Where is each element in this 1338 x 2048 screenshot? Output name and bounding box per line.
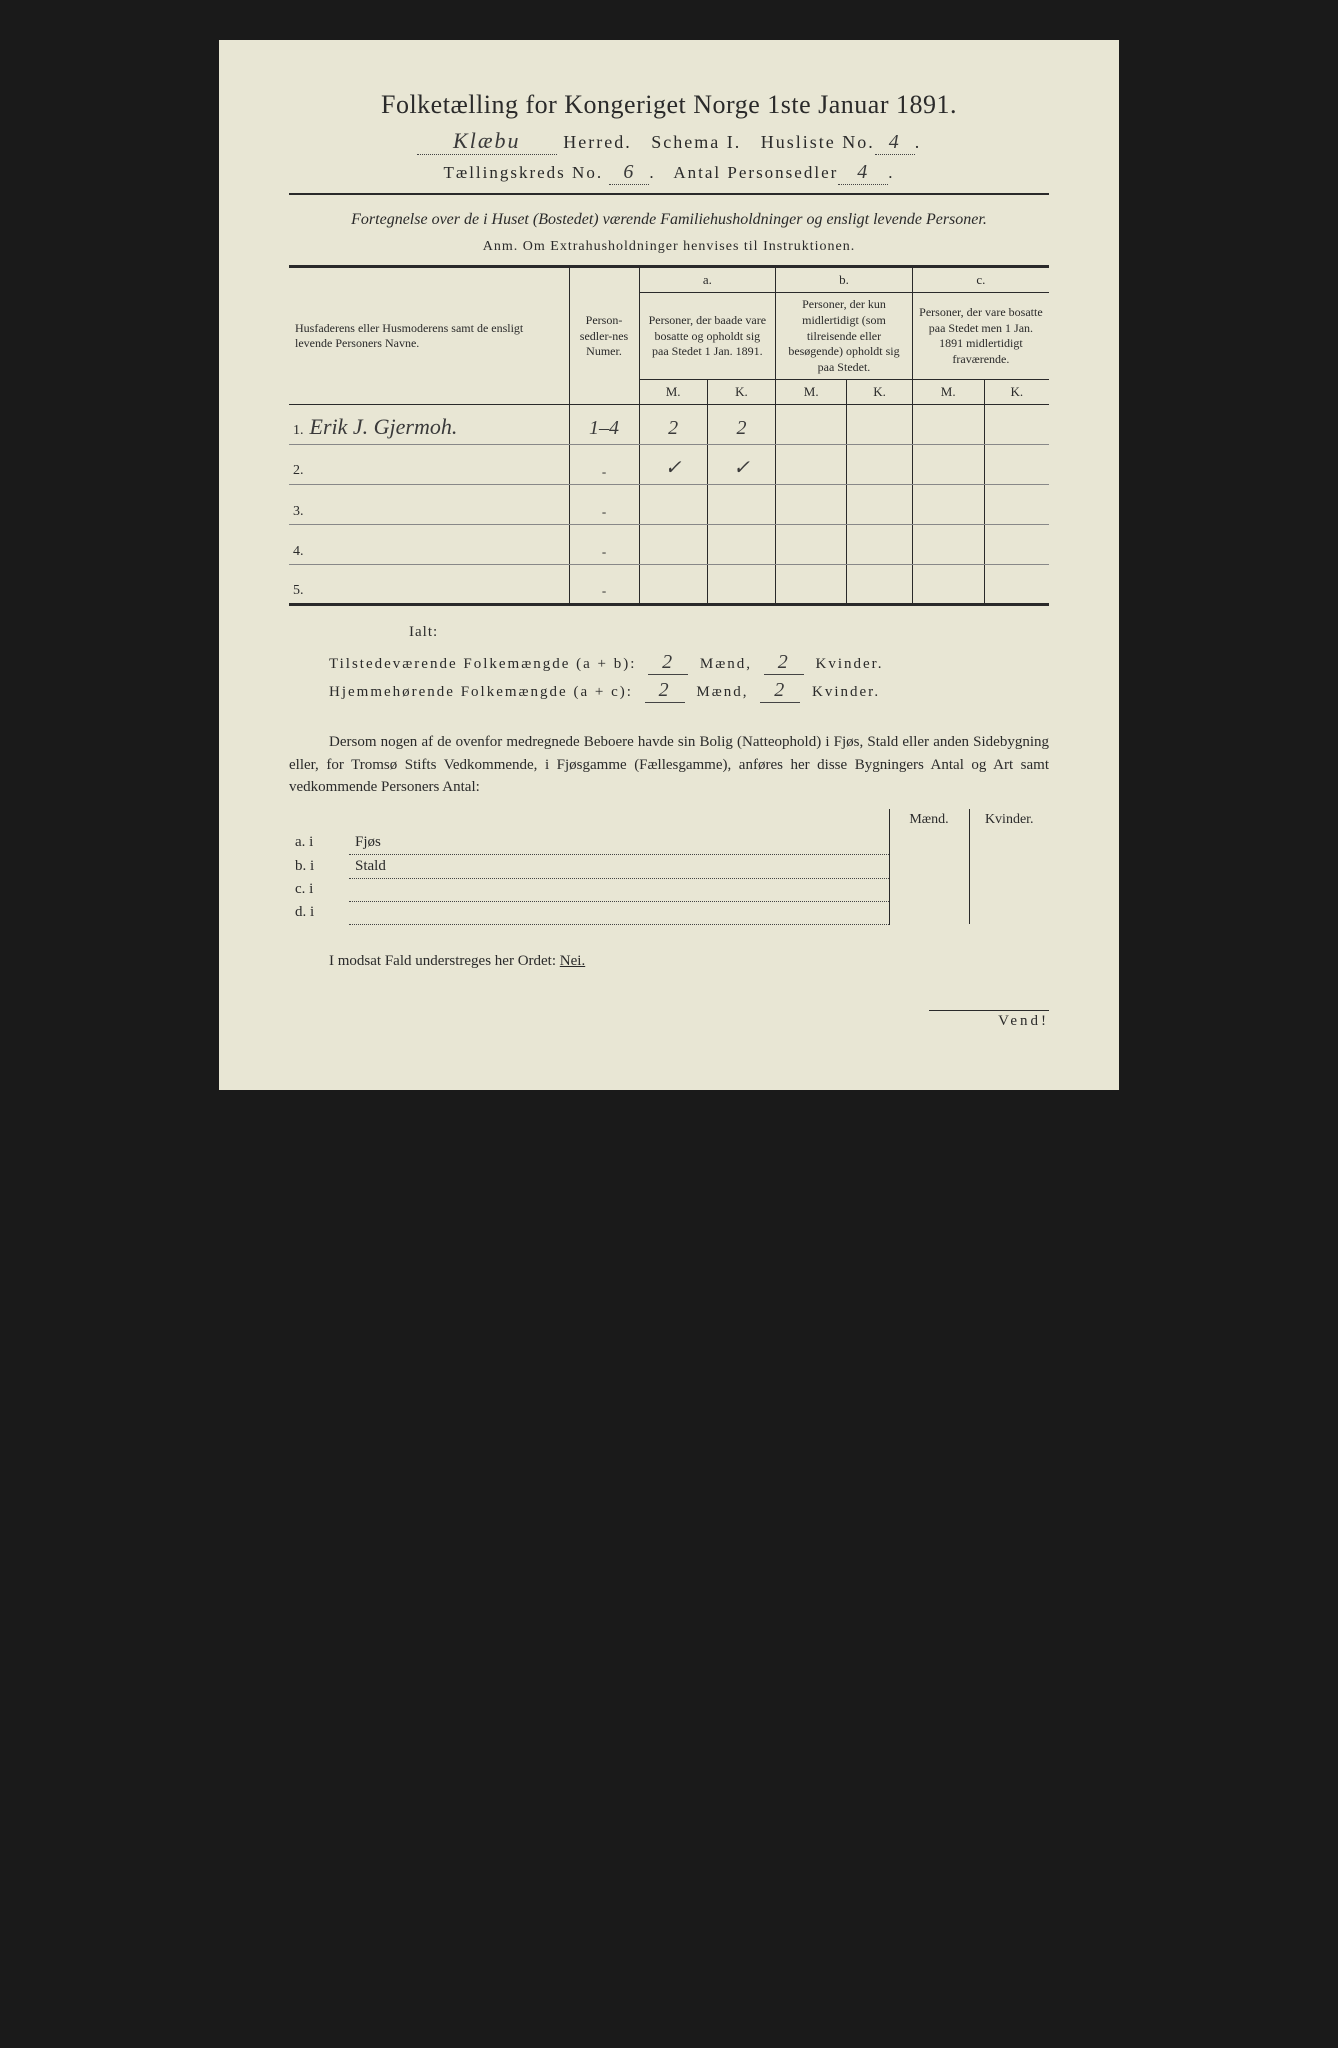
totals-resident: Hjemmehørende Folkemængde (a + c): 2 Mæn… <box>289 679 1049 703</box>
antal-no: 4 <box>857 161 869 183</box>
abcd-row: b. i Stald <box>289 854 1049 878</box>
census-form-page: Folketælling for Kongeriget Norge 1ste J… <box>219 40 1119 1090</box>
abcd-row: c. i <box>289 878 1049 901</box>
husliste-label: Husliste No. <box>761 132 875 152</box>
nei-line: I modsat Fald understreges her Ordet: Ne… <box>289 953 1049 970</box>
schema-label: Schema I. <box>651 132 741 152</box>
subtitle: Fortegnelse over de i Huset (Bostedet) v… <box>289 209 1049 231</box>
page-title: Folketælling for Kongeriget Norge 1ste J… <box>289 90 1049 120</box>
ialt-label: Ialt: <box>409 624 1049 641</box>
table-row: 4. - <box>289 525 1049 565</box>
mk-m: M. <box>776 380 847 405</box>
herred-label: Herred. <box>563 132 631 152</box>
abcd-row: a. i Fjøs <box>289 831 1049 855</box>
tot1-m: 2 <box>648 651 688 675</box>
building-table: Mænd. Kvinder. a. i Fjøs b. i Stald c. i… <box>289 809 1049 925</box>
antal-label: Antal Personsedler <box>673 163 838 182</box>
main-table: Husfaderens eller Husmoderens samt de en… <box>289 265 1049 606</box>
header-line-3: Tællingskreds No. 6. Antal Personsedler4… <box>289 161 1049 185</box>
col-b-label: b. <box>776 267 913 293</box>
husliste-no: 4 <box>889 131 901 153</box>
row-numer: 1–4 <box>589 417 619 439</box>
table-row: 2. - ✓ ✓ <box>289 445 1049 485</box>
col-name-header: Husfaderens eller Husmoderens samt de en… <box>289 267 569 405</box>
row-name: Erik J. Gjermoh. <box>310 414 458 439</box>
abcd-k-header: Kvinder. <box>969 809 1049 831</box>
table-row: 3. - <box>289 485 1049 525</box>
col-c-label: c. <box>912 267 1049 293</box>
table-row: 1.Erik J. Gjermoh. 1–4 2 2 <box>289 405 1049 445</box>
header-line-2: Klæbu Herred. Schema I. Husliste No.4. <box>289 128 1049 155</box>
table-row: 5. - <box>289 565 1049 605</box>
kreds-no: 6 <box>623 161 635 183</box>
abcd-m-header: Mænd. <box>889 809 969 831</box>
vend-label: Vend! <box>929 1010 1049 1030</box>
mk-k: K. <box>984 380 1049 405</box>
mk-k: K. <box>707 380 775 405</box>
herred-handwritten: Klæbu <box>453 128 520 153</box>
col-c-header: Personer, der vare bosatte paa Stedet me… <box>912 293 1049 380</box>
mk-m: M. <box>912 380 984 405</box>
mk-k: K. <box>847 380 913 405</box>
anm-note: Anm. Om Extrahusholdninger henvises til … <box>289 239 1049 255</box>
nei-word: Nei. <box>560 953 585 969</box>
tot2-m: 2 <box>645 679 685 703</box>
building-paragraph: Dersom nogen af de ovenfor medregnede Be… <box>289 731 1049 799</box>
abcd-row: d. i <box>289 901 1049 924</box>
col-a-header: Personer, der baade vare bosatte og opho… <box>639 293 776 380</box>
col-b-header: Personer, der kun midlertidigt (som tilr… <box>776 293 913 380</box>
kreds-label: Tællingskreds No. <box>443 163 603 182</box>
tot2-k: 2 <box>760 679 800 703</box>
totals-present: Tilstedeværende Folkemængde (a + b): 2 M… <box>289 651 1049 675</box>
col-a-label: a. <box>639 267 776 293</box>
mk-m: M. <box>639 380 707 405</box>
divider <box>289 193 1049 195</box>
tot1-k: 2 <box>764 651 804 675</box>
col-numer-header: Person-sedler-nes Numer. <box>569 267 639 405</box>
